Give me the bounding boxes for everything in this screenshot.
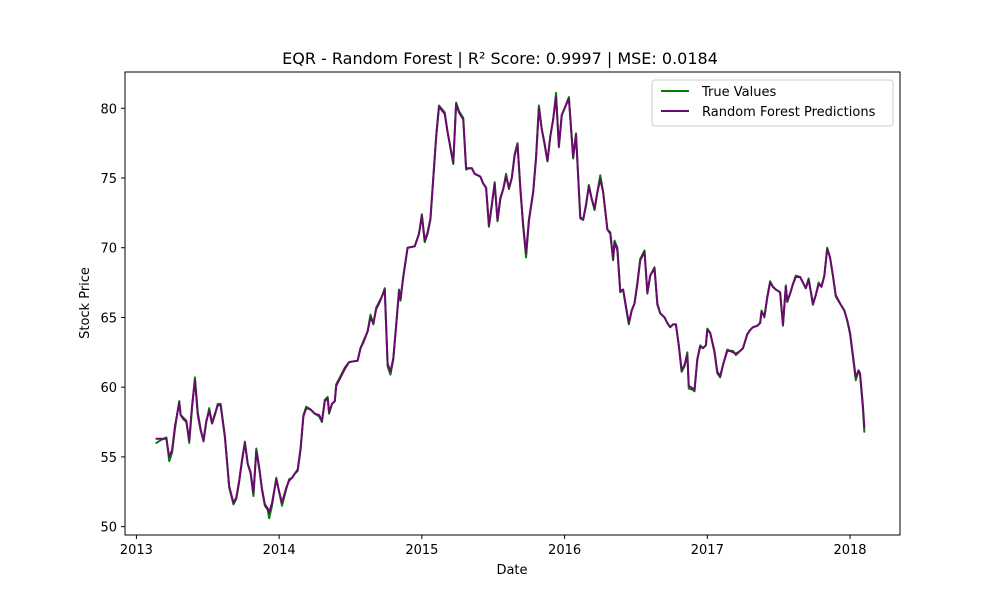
legend: True Values Random Forest Predictions: [651, 79, 894, 127]
plot-area: [125, 72, 900, 535]
x-axis-label: Date: [496, 563, 527, 578]
series-line-random-forest-predictions: [155, 96, 866, 514]
y-axis: 50 55 60 65 70 75 80: [100, 102, 125, 536]
y-tick-label: 60: [100, 381, 117, 396]
plot-frame: [124, 71, 901, 536]
y-tick-label: 50: [100, 521, 117, 536]
chart-title: EQR - Random Forest | R² Score: 0.9997 |…: [282, 49, 718, 68]
legend-frame: [651, 79, 894, 127]
x-tick-label: 2014: [263, 543, 296, 558]
y-tick-label: 70: [100, 242, 117, 257]
legend-label-true-values: True Values: [701, 85, 776, 100]
y-tick-label: 75: [100, 172, 117, 187]
series-layer: [155, 91, 866, 520]
y-tick-label: 80: [100, 102, 117, 117]
x-tick-label: 2016: [548, 543, 581, 558]
legend-label-random-forest-predictions: Random Forest Predictions: [702, 105, 876, 120]
x-tick-label: 2015: [405, 543, 438, 558]
x-tick-label: 2017: [691, 543, 724, 558]
y-tick-label: 55: [100, 451, 117, 466]
x-tick-label: 2013: [120, 543, 153, 558]
x-axis: 2013 2014 2015 2016 2017 2018: [120, 535, 867, 558]
y-axis-label: Stock Price: [78, 267, 93, 339]
y-tick-label: 65: [100, 311, 117, 326]
x-tick-label: 2018: [833, 543, 866, 558]
